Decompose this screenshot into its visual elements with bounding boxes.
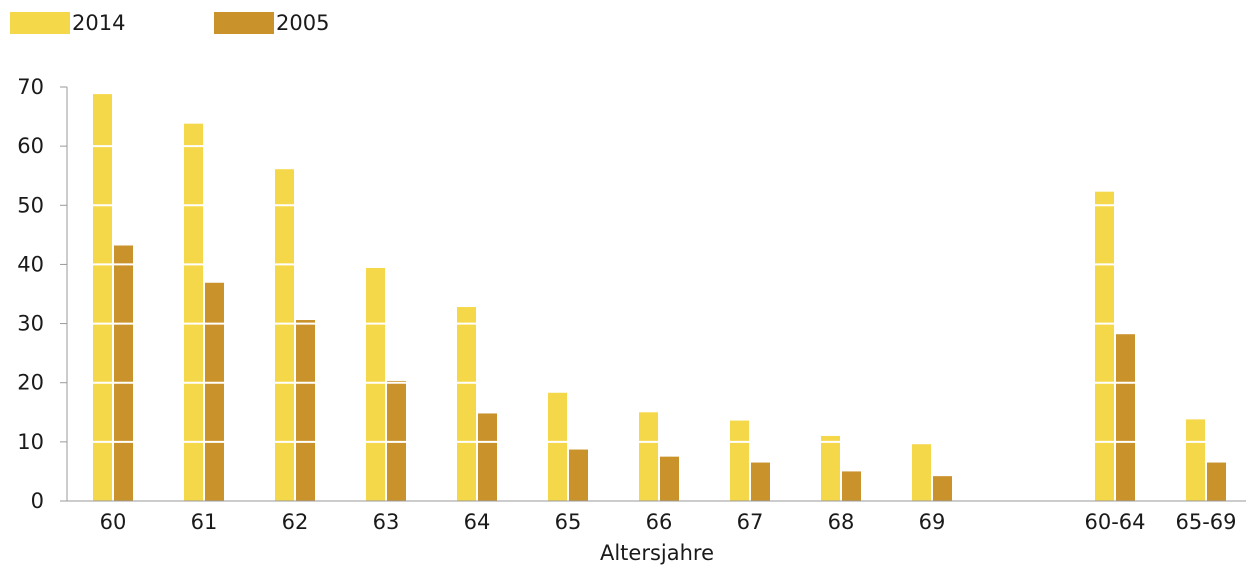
y-tick-label: 30 <box>17 312 44 336</box>
bar-2014-67 <box>730 420 749 501</box>
bar-2014-60-64 <box>1095 191 1114 501</box>
legend-swatch-2014 <box>10 12 70 34</box>
bar-2005-60-64 <box>1116 334 1135 501</box>
y-tick-label: 50 <box>17 193 44 217</box>
bar-2005-60 <box>114 245 133 501</box>
bar-2005-64 <box>478 413 497 501</box>
x-tick-label: 61 <box>191 510 218 534</box>
legend-item-2005: 2005 <box>214 12 329 34</box>
y-tick-label: 60 <box>17 134 44 158</box>
bar-2014-66 <box>639 412 658 501</box>
bar-2005-62 <box>296 320 315 501</box>
x-tick-label: 65-69 <box>1175 510 1236 534</box>
x-tick-label: 65 <box>555 510 582 534</box>
legend-item-2014: 2014 <box>10 12 125 34</box>
x-axis: 60 61 62 63 64 65 66 67 68 69 60-64 65-69 <box>67 500 1246 534</box>
bar-2005-65 <box>569 449 588 501</box>
x-tick-label: 60 <box>100 510 127 534</box>
legend-label-2014: 2014 <box>72 11 126 35</box>
bar-2005-67 <box>751 462 770 501</box>
bar-2005-69 <box>933 476 952 501</box>
x-tick-label: 66 <box>646 510 673 534</box>
y-axis: 0 10 20 30 40 50 60 70 <box>17 75 68 513</box>
bar-2005-66 <box>660 456 679 501</box>
y-tick-label: 0 <box>31 489 44 513</box>
x-tick-label: 69 <box>919 510 946 534</box>
bar-2014-65-69 <box>1186 419 1205 501</box>
x-axis-label: Altersjahre <box>600 541 714 565</box>
bar-2014-62 <box>275 169 294 502</box>
bar-2014-65 <box>548 392 567 501</box>
x-tick-label: 62 <box>282 510 309 534</box>
y-tick-label: 10 <box>17 430 44 454</box>
legend-swatch-2005 <box>214 12 274 34</box>
x-tick-label: 67 <box>737 510 764 534</box>
y-tick-label: 20 <box>17 371 44 395</box>
x-tick-label: 64 <box>464 510 491 534</box>
bar-2014-61 <box>184 123 203 501</box>
x-tick-label: 68 <box>828 510 855 534</box>
y-tick-label: 70 <box>17 75 44 99</box>
x-tick-label: 63 <box>373 510 400 534</box>
bar-2014-60 <box>93 94 112 502</box>
gridlines <box>68 86 1246 443</box>
bar-2005-61 <box>205 282 224 501</box>
y-tick-label: 40 <box>17 252 44 276</box>
bar-2014-64 <box>457 307 476 501</box>
legend-label-2005: 2005 <box>276 11 330 35</box>
bar-2005-68 <box>842 471 861 501</box>
bar-2014-68 <box>821 435 840 501</box>
bar-2005-65-69 <box>1207 462 1226 501</box>
x-tick-label: 60-64 <box>1084 510 1145 534</box>
bars <box>93 94 1226 502</box>
bar-2014-63 <box>366 267 385 501</box>
bar-2014-69 <box>912 444 931 501</box>
